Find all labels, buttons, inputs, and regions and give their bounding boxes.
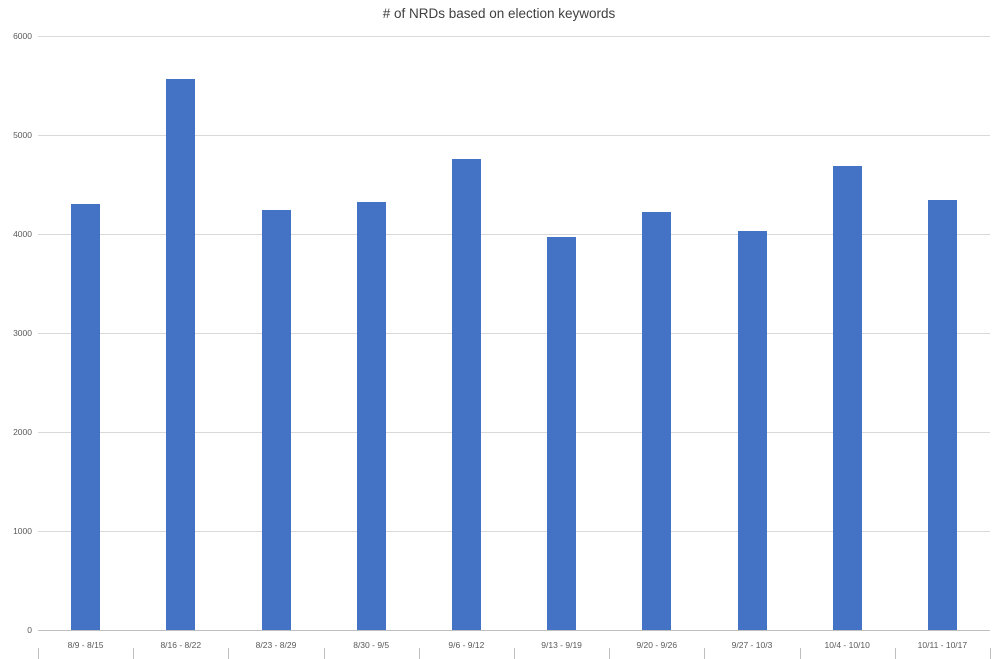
gridline xyxy=(38,432,990,433)
bar xyxy=(356,202,386,630)
gridline xyxy=(38,531,990,532)
y-tick-label: 2000 xyxy=(13,427,32,437)
x-axis-tick xyxy=(799,648,801,659)
x-axis-tick xyxy=(323,648,325,659)
x-tick-label: 8/23 - 8/29 xyxy=(255,640,297,650)
y-tick-label: 6000 xyxy=(13,31,32,41)
bar xyxy=(547,236,577,630)
bar xyxy=(927,200,957,630)
x-tick-label: 10/11 - 10/17 xyxy=(917,640,968,650)
y-tick-label: 3000 xyxy=(13,328,32,338)
x-tick-label: 9/20 - 9/26 xyxy=(636,640,678,650)
gridline xyxy=(38,135,990,136)
x-axis-tick xyxy=(704,648,706,659)
x-axis-line xyxy=(38,630,990,631)
bar xyxy=(71,204,101,630)
gridline xyxy=(38,36,990,37)
y-tick-label: 4000 xyxy=(13,229,32,239)
x-axis-tick xyxy=(609,648,611,659)
bar xyxy=(166,78,196,630)
gridline xyxy=(38,333,990,334)
x-axis-tick xyxy=(990,648,991,659)
bar xyxy=(832,165,862,630)
y-tick-label: 0 xyxy=(27,625,32,635)
x-axis-tick xyxy=(228,648,230,659)
x-axis-tick xyxy=(894,648,896,659)
x-tick-label: 9/6 - 9/12 xyxy=(448,640,485,650)
x-tick-label: 8/9 - 8/15 xyxy=(67,640,104,650)
x-axis-tick xyxy=(133,648,135,659)
gridline xyxy=(38,234,990,235)
x-tick-label: 9/13 - 9/19 xyxy=(541,640,582,650)
x-axis-tick xyxy=(38,648,39,659)
x-tick-label: 8/16 - 8/22 xyxy=(160,640,202,650)
y-tick-label: 5000 xyxy=(13,130,32,140)
x-axis-tick xyxy=(418,648,420,659)
x-tick-label: 10/4 - 10/10 xyxy=(824,640,870,650)
bar xyxy=(642,212,672,630)
y-tick-label: 1000 xyxy=(13,526,32,536)
bar xyxy=(451,158,481,630)
chart-title: # of NRDs based on election keywords xyxy=(382,6,616,21)
x-tick-label: 9/27 - 10/3 xyxy=(731,640,773,650)
x-tick-label: 8/30 - 9/5 xyxy=(353,640,390,650)
bar xyxy=(737,231,767,630)
bar xyxy=(261,210,291,630)
x-axis-tick xyxy=(514,648,515,659)
